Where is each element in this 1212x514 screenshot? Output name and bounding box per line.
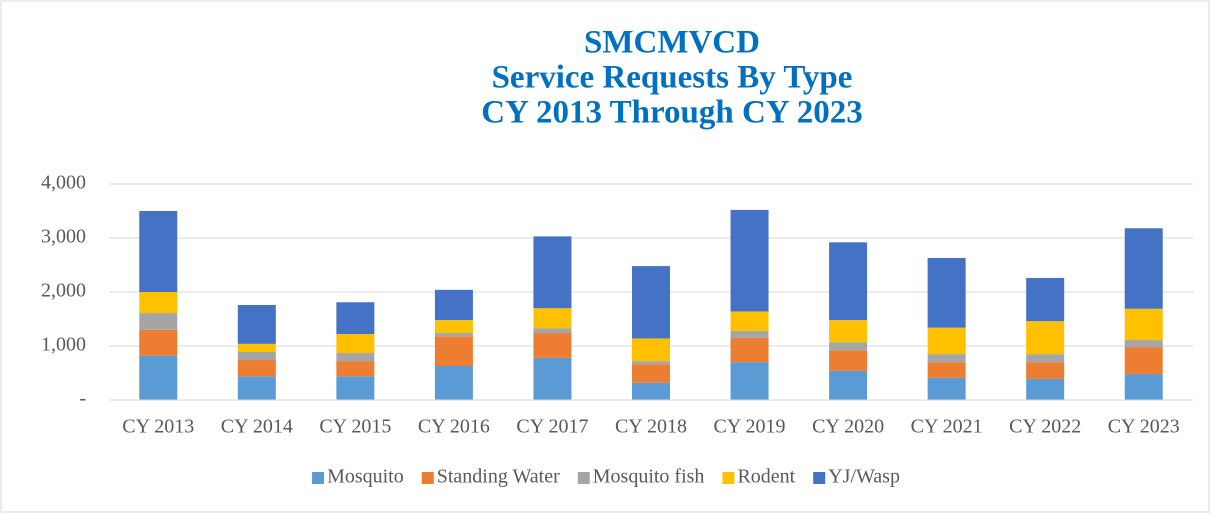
bar-segment bbox=[730, 330, 769, 338]
x-tick-label: CY 2018 bbox=[615, 416, 687, 438]
bar-segment bbox=[336, 361, 375, 377]
legend-label: Mosquito fish bbox=[593, 466, 705, 488]
bar-segment bbox=[533, 236, 572, 309]
bar-segment bbox=[1124, 347, 1163, 375]
bar-segment bbox=[139, 313, 178, 330]
bar-segment bbox=[632, 361, 670, 365]
bar-segment bbox=[1026, 321, 1065, 355]
x-tick-label: CY 2015 bbox=[319, 416, 391, 438]
bar-segment bbox=[237, 343, 276, 352]
bar-segment bbox=[533, 333, 572, 358]
x-tick-label: CY 2019 bbox=[714, 416, 786, 438]
legend-swatch bbox=[577, 472, 590, 484]
legend-swatch bbox=[312, 472, 325, 484]
legend-label: Mosquito bbox=[327, 466, 404, 488]
x-tick-label: CY 2017 bbox=[516, 416, 588, 438]
bar-segment bbox=[927, 327, 966, 355]
bar-segment bbox=[730, 337, 769, 363]
chart-title: CY 2013 Through CY 2023 bbox=[481, 95, 862, 131]
y-tick-label: 1,000 bbox=[41, 334, 86, 356]
bar-segment bbox=[927, 354, 966, 363]
bar-segment bbox=[829, 342, 868, 351]
bar-segment bbox=[829, 350, 868, 371]
legend-swatch bbox=[722, 472, 735, 484]
bar-segment bbox=[237, 351, 276, 361]
bar-segment bbox=[434, 336, 473, 366]
bar-segment bbox=[632, 382, 670, 400]
bar-segment bbox=[139, 355, 178, 400]
bar-segment bbox=[632, 364, 670, 383]
bar-segment bbox=[434, 289, 473, 321]
bar-segment bbox=[336, 334, 375, 354]
bar-segment bbox=[1124, 374, 1163, 400]
bar-segment bbox=[730, 362, 769, 400]
y-tick-label: 2,000 bbox=[41, 280, 86, 302]
bar-segment bbox=[730, 209, 769, 312]
bar-segment bbox=[139, 211, 178, 292]
bar-segment bbox=[927, 362, 966, 378]
x-tick-label: CY 2013 bbox=[122, 416, 194, 438]
bar-segment bbox=[336, 353, 375, 362]
legend-swatch bbox=[421, 472, 434, 484]
bar-segment bbox=[927, 257, 966, 328]
bar-segment bbox=[632, 266, 670, 339]
bar-segment bbox=[434, 333, 473, 337]
bar-segment bbox=[434, 365, 473, 400]
x-tick-label: CY 2020 bbox=[812, 416, 884, 438]
x-tick-label: CY 2023 bbox=[1108, 416, 1180, 438]
bar-segment bbox=[632, 338, 670, 362]
bar-segment bbox=[1124, 340, 1163, 348]
bar-segment bbox=[533, 357, 572, 400]
legend-label: Standing Water bbox=[437, 466, 560, 488]
legend-label: Rodent bbox=[737, 466, 795, 488]
y-tick-label: - bbox=[79, 388, 86, 410]
bar-segment bbox=[533, 308, 572, 329]
bar-segment bbox=[1124, 228, 1163, 309]
bar-segment bbox=[1026, 378, 1065, 400]
bar-segment bbox=[1026, 354, 1065, 363]
bar-segment bbox=[1026, 362, 1065, 379]
bar-segment bbox=[1026, 277, 1065, 322]
bar-segment bbox=[139, 292, 178, 314]
y-tick-label: 4,000 bbox=[41, 172, 86, 194]
y-tick-label: 3,000 bbox=[41, 226, 86, 248]
bar-segment bbox=[237, 304, 276, 344]
bar-segment bbox=[336, 376, 375, 400]
bar-segment bbox=[829, 320, 868, 343]
x-tick-label: CY 2014 bbox=[221, 416, 293, 438]
bar-segment bbox=[927, 377, 966, 400]
chart-title: SMCMVCD bbox=[584, 25, 760, 61]
chart-title: Service Requests By Type bbox=[492, 60, 853, 96]
legend-label: YJ/Wasp bbox=[828, 466, 900, 488]
bar-segment bbox=[829, 370, 868, 400]
bar-segment bbox=[237, 360, 276, 377]
bar-segment bbox=[1124, 308, 1163, 341]
x-tick-label: CY 2022 bbox=[1009, 416, 1081, 438]
bar-segment bbox=[730, 311, 769, 331]
x-tick-label: CY 2016 bbox=[418, 416, 490, 438]
bar-segment bbox=[336, 302, 375, 335]
legend-swatch bbox=[813, 472, 826, 484]
bar-segment bbox=[533, 328, 572, 334]
bar-segment bbox=[139, 329, 178, 356]
bar-segment bbox=[829, 242, 868, 321]
x-tick-label: CY 2021 bbox=[911, 416, 983, 438]
bar-segment bbox=[237, 376, 276, 400]
bar-segment bbox=[434, 320, 473, 334]
